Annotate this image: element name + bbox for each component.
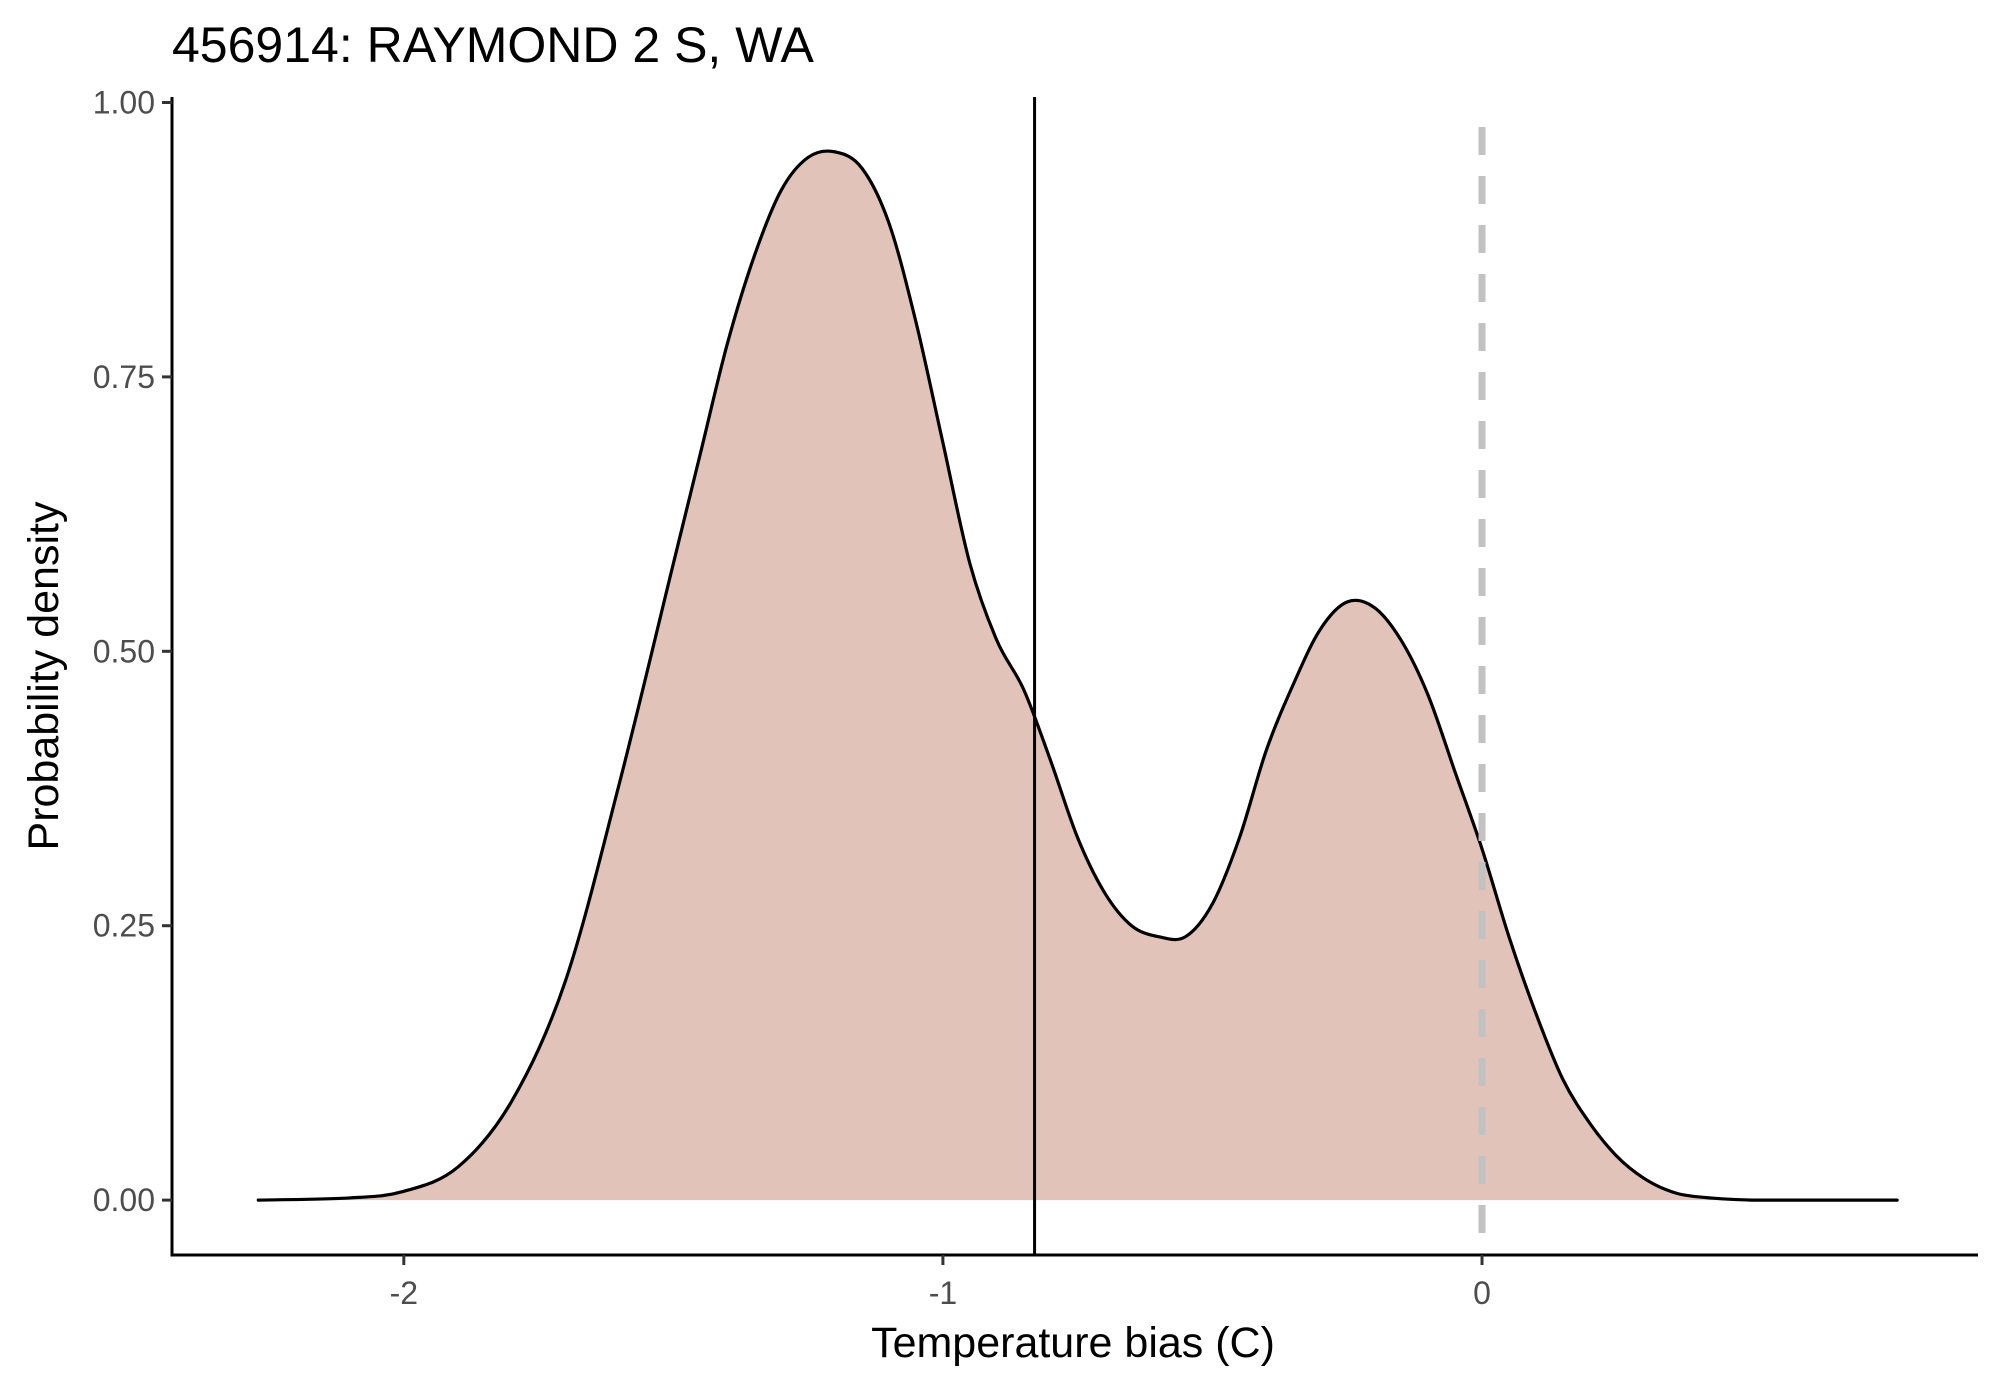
y-axis-title: Probability density bbox=[20, 501, 68, 850]
plot-area bbox=[256, 97, 1899, 1255]
chart-title: 456914: RAYMOND 2 S, WA bbox=[172, 17, 815, 73]
x-tick-label: -1 bbox=[929, 1275, 957, 1311]
axes bbox=[162, 97, 1978, 1265]
y-tick-label: 0.00 bbox=[93, 1182, 155, 1218]
y-tick-label: 0.25 bbox=[93, 908, 155, 944]
x-tick-label: -2 bbox=[390, 1275, 418, 1311]
y-tick-label: 0.50 bbox=[93, 633, 155, 669]
density-area-fill bbox=[258, 151, 1898, 1201]
density-curve-line bbox=[256, 149, 1899, 1202]
x-tick-label: 0 bbox=[1473, 1275, 1491, 1311]
y-tick-label: 1.00 bbox=[93, 84, 155, 120]
y-tick-label: 0.75 bbox=[93, 359, 155, 395]
tick-labels: 0.00 0.25 0.50 0.75 1.00 -2 -1 0 bbox=[93, 84, 1491, 1311]
x-axis-title: Temperature bias (C) bbox=[871, 1319, 1275, 1367]
